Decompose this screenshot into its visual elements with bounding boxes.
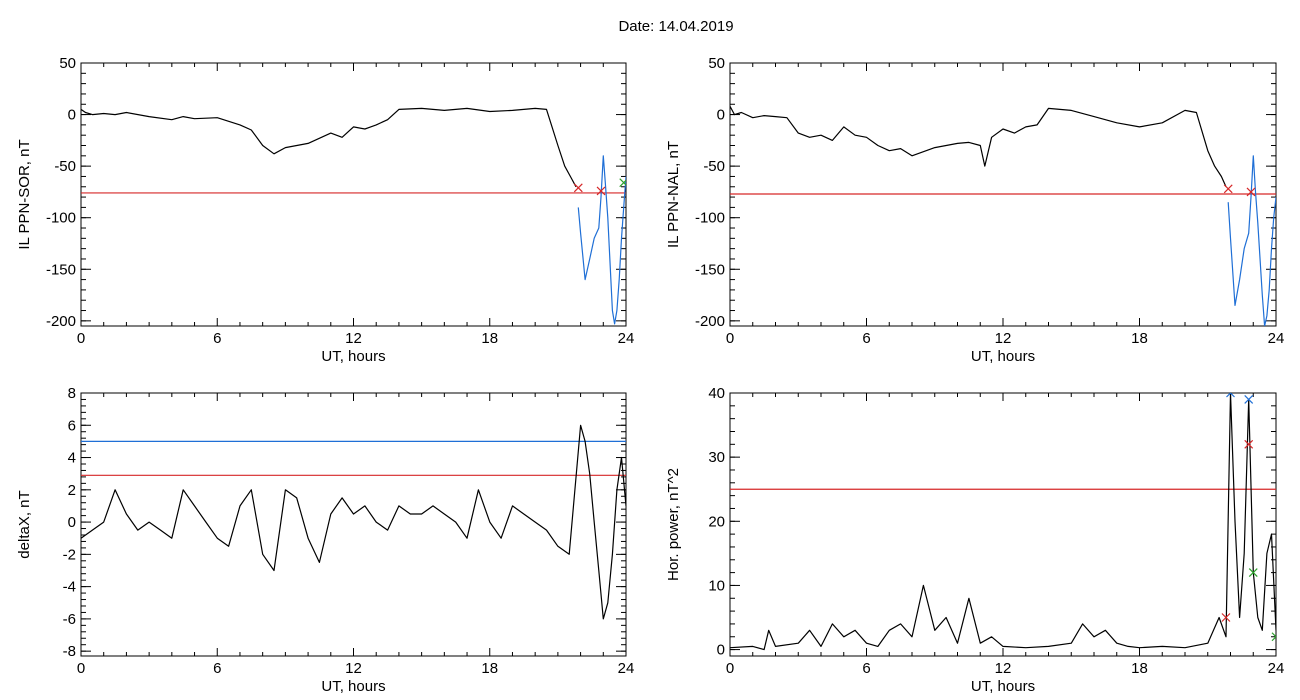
y-tick-label: 8 xyxy=(68,385,76,402)
series-line xyxy=(730,393,1276,651)
event-marker xyxy=(573,183,583,193)
y-tick-label: 40 xyxy=(708,385,725,402)
x-tick-label: 6 xyxy=(213,660,221,677)
y-axis-label: IL PPN-SOR, nT xyxy=(16,139,33,249)
y-tick-label: 2 xyxy=(68,482,76,499)
x-tick-label: 24 xyxy=(1268,330,1285,347)
x-tick-label: 12 xyxy=(345,330,362,347)
x-tick-label: 18 xyxy=(1131,330,1148,347)
y-tick-label: 30 xyxy=(708,449,725,466)
y-tick-label: -100 xyxy=(46,210,76,227)
y-tick-label: 0 xyxy=(68,107,76,124)
panel-4: 0 6 12 18 24 0 10 20 30 40 UT, hours Hor. power, nT… xyxy=(665,385,1284,695)
x-tick-label: 6 xyxy=(862,660,870,677)
x-tick-label: 6 xyxy=(862,330,870,347)
event-marker xyxy=(619,178,626,188)
event-marker xyxy=(1248,568,1258,578)
x-tick-label: 24 xyxy=(1268,660,1285,677)
x-tick-label: 0 xyxy=(77,660,85,677)
x-axis-label: UT, hours xyxy=(321,348,385,365)
panel-1: 0 6 12 18 24 -200 -150 -100 -50 0 50 UT, hours IL PP… xyxy=(16,55,634,365)
y-tick-label: -4 xyxy=(63,579,76,596)
y-axis-label: Hor. power, nT^2 xyxy=(665,468,682,581)
y-tick-label: -200 xyxy=(46,313,76,330)
plot-area xyxy=(730,393,1276,651)
y-axis-label: deltaX, nT xyxy=(16,490,33,558)
y-axis-label: IL PPN-NAL, nT xyxy=(665,141,682,248)
series-line xyxy=(1227,155,1276,326)
x-axis-label: UT, hours xyxy=(971,348,1035,365)
y-tick-label: 10 xyxy=(708,577,725,594)
x-tick-label: 18 xyxy=(481,660,498,677)
event-marker xyxy=(1221,613,1231,622)
figure-title: Date: 14.04.2019 xyxy=(618,18,734,35)
y-tick-label: 4 xyxy=(68,450,76,467)
event-marker xyxy=(1244,394,1254,404)
y-tick-label: -100 xyxy=(695,210,725,227)
plot-frame xyxy=(729,392,1277,657)
x-tick-label: 24 xyxy=(618,330,635,347)
x-tick-label: 18 xyxy=(1131,660,1148,677)
event-marker xyxy=(1223,184,1233,194)
y-tick-label: -50 xyxy=(703,158,725,175)
y-tick-label: -150 xyxy=(695,261,725,278)
event-marker xyxy=(1271,632,1276,642)
y-tick-label: -8 xyxy=(63,643,76,660)
x-tick-label: 12 xyxy=(995,660,1012,677)
x-tick-label: 12 xyxy=(995,330,1012,347)
x-axis-label: UT, hours xyxy=(321,678,385,695)
series-line xyxy=(81,424,626,620)
y-tick-label: 20 xyxy=(708,513,725,530)
y-tick-label: -6 xyxy=(63,611,76,628)
event-marker xyxy=(1246,187,1256,197)
y-tick-label: 6 xyxy=(68,417,76,434)
event-marker xyxy=(1244,439,1254,449)
x-tick-label: 18 xyxy=(481,330,498,347)
event-marker xyxy=(1226,393,1235,398)
plot-frame xyxy=(80,392,627,657)
series-line xyxy=(577,155,626,325)
plot-area xyxy=(730,106,1276,326)
x-tick-label: 6 xyxy=(213,330,221,347)
y-tick-label: -150 xyxy=(46,261,76,278)
x-tick-label: 24 xyxy=(618,660,635,677)
x-tick-label: 0 xyxy=(726,330,734,347)
y-tick-label: -50 xyxy=(54,158,76,175)
x-tick-label: 12 xyxy=(345,660,362,677)
y-tick-label: 0 xyxy=(717,642,725,659)
x-tick-label: 0 xyxy=(726,660,734,677)
y-tick-label: 0 xyxy=(68,514,76,531)
event-marker xyxy=(596,186,606,196)
panel-2: 0 6 12 18 24 -200 -150 -100 -50 0 50 UT, hours IL PP… xyxy=(665,55,1284,365)
plot-frame xyxy=(80,62,627,327)
y-tick-label: -200 xyxy=(695,313,725,330)
plot-area xyxy=(81,424,626,620)
series-line xyxy=(81,107,577,188)
y-tick-label: 50 xyxy=(59,55,76,72)
x-tick-label: 0 xyxy=(77,330,85,347)
y-tick-label: -2 xyxy=(63,546,76,563)
series-line xyxy=(730,106,1227,188)
y-tick-label: 50 xyxy=(708,55,725,72)
x-axis-label: UT, hours xyxy=(971,678,1035,695)
plot-area xyxy=(81,107,626,325)
y-tick-label: 0 xyxy=(717,107,725,124)
